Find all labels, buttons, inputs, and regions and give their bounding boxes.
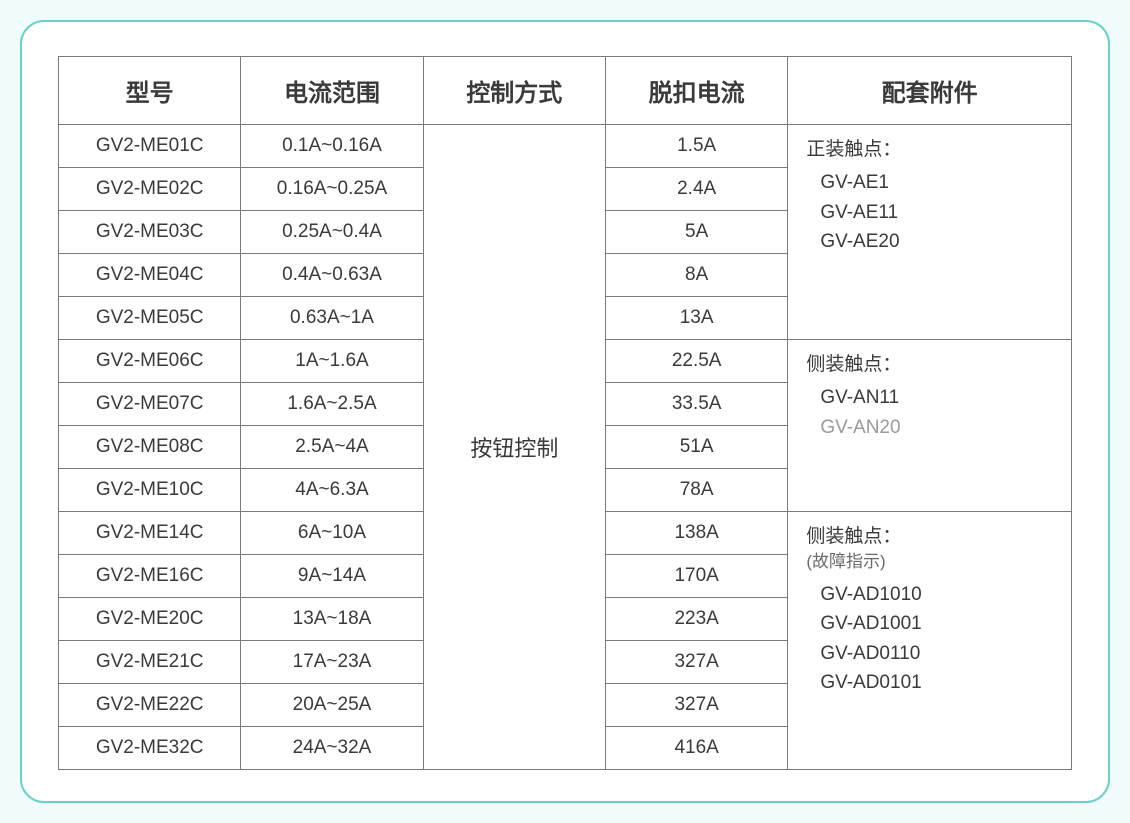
cell-model: GV2-ME03C [59, 211, 241, 254]
accessory-item: GV-AD1001 [820, 609, 1071, 638]
cell-range: 24A~32A [241, 727, 423, 770]
cell-trip: 51A [605, 426, 787, 469]
card: 型号 电流范围 控制方式 脱扣电流 配套附件 GV2-ME01C0.1A~0.1… [20, 20, 1110, 803]
accessory-item: GV-AE20 [820, 227, 1071, 256]
cell-trip: 2.4A [605, 168, 787, 211]
cell-range: 0.16A~0.25A [241, 168, 423, 211]
col-accessory: 配套附件 [788, 57, 1072, 125]
cell-trip: 8A [605, 254, 787, 297]
accessory-item: GV-AD1010 [820, 580, 1071, 609]
col-model: 型号 [59, 57, 241, 125]
accessory-list: GV-AE1GV-AE11GV-AE20 [806, 168, 1071, 256]
cell-range: 13A~18A [241, 598, 423, 641]
cell-trip: 416A [605, 727, 787, 770]
accessory-list: GV-AN11GV-AN20 [806, 383, 1071, 442]
cell-model: GV2-ME14C [59, 512, 241, 555]
cell-trip: 13A [605, 297, 787, 340]
table-body: GV2-ME01C0.1A~0.16A按钮控制1.5A正装触点：GV-AE1GV… [59, 125, 1072, 770]
accessory-title: 侧装触点： [806, 354, 901, 375]
cell-trip: 33.5A [605, 383, 787, 426]
cell-model: GV2-ME10C [59, 469, 241, 512]
cell-control-mode: 按钮控制 [423, 125, 605, 770]
accessory-item: GV-AE11 [820, 198, 1071, 227]
col-range: 电流范围 [241, 57, 423, 125]
cell-trip: 327A [605, 641, 787, 684]
cell-trip: 223A [605, 598, 787, 641]
cell-model: GV2-ME20C [59, 598, 241, 641]
cell-range: 0.25A~0.4A [241, 211, 423, 254]
cell-trip: 327A [605, 684, 787, 727]
cell-trip: 5A [605, 211, 787, 254]
cell-model: GV2-ME01C [59, 125, 241, 168]
cell-model: GV2-ME05C [59, 297, 241, 340]
cell-range: 9A~14A [241, 555, 423, 598]
cell-trip: 170A [605, 555, 787, 598]
table-row: GV2-ME01C0.1A~0.16A按钮控制1.5A正装触点：GV-AE1GV… [59, 125, 1072, 168]
cell-model: GV2-ME02C [59, 168, 241, 211]
cell-range: 20A~25A [241, 684, 423, 727]
accessory-item: GV-AN11 [820, 383, 1071, 412]
accessory-title: 侧装触点： [806, 526, 901, 547]
cell-range: 0.4A~0.63A [241, 254, 423, 297]
cell-range: 17A~23A [241, 641, 423, 684]
cell-model: GV2-ME32C [59, 727, 241, 770]
cell-range: 6A~10A [241, 512, 423, 555]
cell-trip: 1.5A [605, 125, 787, 168]
cell-accessory: 侧装触点： GV-AN11GV-AN20 [788, 340, 1072, 512]
accessory-subtitle: (故障指示) [806, 549, 1071, 575]
cell-range: 1.6A~2.5A [241, 383, 423, 426]
cell-model: GV2-ME08C [59, 426, 241, 469]
accessory-title: 正装触点： [806, 139, 901, 160]
cell-range: 0.1A~0.16A [241, 125, 423, 168]
cell-model: GV2-ME07C [59, 383, 241, 426]
cell-range: 1A~1.6A [241, 340, 423, 383]
accessory-item: GV-AN20 [820, 413, 1071, 442]
cell-range: 2.5A~4A [241, 426, 423, 469]
accessory-item: GV-AD0101 [820, 668, 1071, 697]
cell-trip: 78A [605, 469, 787, 512]
cell-model: GV2-ME21C [59, 641, 241, 684]
cell-model: GV2-ME22C [59, 684, 241, 727]
cell-range: 4A~6.3A [241, 469, 423, 512]
accessory-item: GV-AD0110 [820, 639, 1071, 668]
accessory-list: GV-AD1010GV-AD1001GV-AD0110GV-AD0101 [806, 580, 1071, 698]
col-trip: 脱扣电流 [605, 57, 787, 125]
col-control: 控制方式 [423, 57, 605, 125]
table-header-row: 型号 电流范围 控制方式 脱扣电流 配套附件 [59, 57, 1072, 125]
cell-range: 0.63A~1A [241, 297, 423, 340]
cell-model: GV2-ME04C [59, 254, 241, 297]
cell-model: GV2-ME06C [59, 340, 241, 383]
accessory-item: GV-AE1 [820, 168, 1071, 197]
cell-trip: 138A [605, 512, 787, 555]
spec-table: 型号 电流范围 控制方式 脱扣电流 配套附件 GV2-ME01C0.1A~0.1… [58, 56, 1072, 770]
cell-accessory: 侧装触点：(故障指示) GV-AD1010GV-AD1001GV-AD0110GV… [788, 512, 1072, 770]
cell-accessory: 正装触点： GV-AE1GV-AE11GV-AE20 [788, 125, 1072, 340]
cell-model: GV2-ME16C [59, 555, 241, 598]
cell-trip: 22.5A [605, 340, 787, 383]
